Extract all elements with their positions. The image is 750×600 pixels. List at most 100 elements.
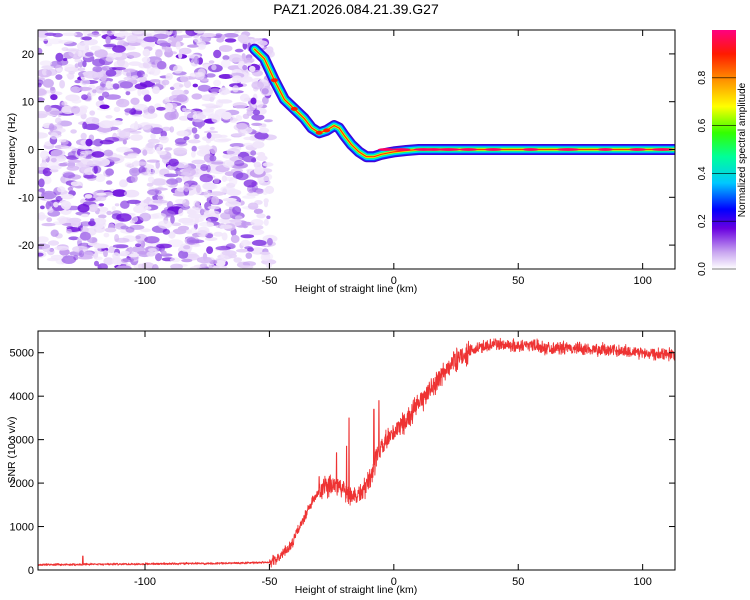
noise-blob [143, 36, 159, 43]
noise-blob [199, 43, 205, 48]
noise-blob [196, 164, 202, 168]
noise-blob [98, 214, 107, 219]
noise-blob [139, 121, 152, 130]
noise-blob [189, 266, 200, 269]
noise-blob [138, 263, 144, 269]
noise-blob [70, 220, 82, 228]
noise-blob [237, 34, 249, 43]
spectrogram-x-tick-label: -50 [261, 275, 277, 287]
noise-blob [221, 175, 228, 182]
noise-blob [219, 224, 233, 230]
noise-blob [106, 210, 113, 216]
noise-blob [38, 236, 49, 243]
noise-blob [129, 167, 141, 177]
noise-blob [224, 176, 234, 181]
noise-blob [129, 134, 143, 141]
noise-blob [38, 97, 45, 102]
noise-blob [240, 239, 251, 247]
noise-blob [57, 186, 66, 193]
noise-blob [191, 159, 206, 165]
noise-blob [199, 263, 208, 268]
noise-blob [164, 147, 173, 151]
noise-blob [199, 173, 213, 183]
noise-blob [167, 239, 184, 248]
noise-blob [266, 215, 271, 220]
noise-blob [128, 246, 133, 253]
noise-blob [213, 79, 221, 87]
noise-blob [147, 176, 155, 183]
snr-y-ticks: 0 1000 2000 3000 4000 5000 [10, 348, 675, 577]
noise-blob [243, 136, 254, 141]
noise-blob [147, 189, 162, 196]
noise-blob [236, 248, 250, 253]
noise-blob [90, 218, 95, 222]
noise-blob [263, 218, 269, 226]
noise-blob [55, 52, 64, 62]
noise-blob [112, 83, 120, 90]
noise-blob [129, 123, 141, 130]
noise-blob [115, 265, 132, 269]
noise-blob [58, 39, 73, 44]
noise-blob [174, 138, 187, 145]
noise-blob [98, 210, 107, 215]
noise-blob [59, 79, 65, 89]
noise-blob [84, 194, 93, 199]
noise-blob [103, 44, 117, 48]
noise-blob [206, 246, 214, 255]
noise-blob [194, 114, 207, 120]
signal-hotspot [290, 106, 298, 111]
noise-blob [82, 60, 87, 68]
noise-blob [73, 31, 84, 38]
noise-blob [206, 132, 212, 139]
noise-blob [165, 73, 173, 80]
noise-blob [142, 149, 148, 156]
noise-blob [50, 254, 64, 260]
spectrogram-x-tick-label: 0 [391, 275, 397, 287]
noise-blob [192, 83, 198, 88]
noise-blob [159, 168, 170, 176]
noise-blob [85, 52, 94, 57]
noise-blob [55, 117, 62, 124]
noise-blob [65, 94, 80, 102]
noise-blob [221, 232, 228, 241]
noise-blob [156, 60, 167, 70]
noise-blob [251, 224, 264, 230]
noise-blob [251, 81, 264, 90]
noise-blob [216, 99, 224, 108]
noise-blob [116, 57, 126, 67]
noise-blob [142, 112, 158, 119]
noise-blob [191, 127, 198, 134]
noise-blob [78, 86, 91, 92]
noise-blob [148, 248, 157, 252]
noise-blob [105, 69, 117, 77]
noise-blob [146, 251, 156, 257]
noise-blob [97, 263, 108, 269]
noise-blob [211, 64, 217, 71]
noise-blob [251, 114, 265, 121]
noise-blob [72, 245, 88, 253]
noise-blob [187, 139, 201, 144]
noise-blob [156, 243, 173, 249]
noise-blob [257, 151, 266, 161]
noise-blob [144, 236, 160, 244]
spectrogram-x-tick-label: 50 [512, 275, 524, 287]
noise-blob [236, 122, 248, 130]
signal-hotspot [315, 130, 323, 135]
signal-hotspot [270, 78, 278, 83]
noise-blob [203, 210, 220, 216]
noise-blob [224, 38, 237, 43]
signal-hotspot [392, 148, 411, 151]
noise-blob [58, 162, 68, 167]
noise-blob [200, 164, 209, 171]
signal-hotspot [377, 148, 395, 151]
noise-blob [124, 108, 134, 113]
noise-blob [38, 47, 43, 55]
noise-blob [218, 87, 230, 96]
noise-blob [80, 213, 89, 218]
noise-blob [137, 251, 149, 255]
noise-blob [234, 159, 245, 167]
noise-blob [54, 246, 70, 251]
noise-blob [192, 114, 198, 120]
spectrogram-x-axis-label: Height of straight line (km) [295, 283, 418, 295]
noise-blob [118, 179, 128, 188]
